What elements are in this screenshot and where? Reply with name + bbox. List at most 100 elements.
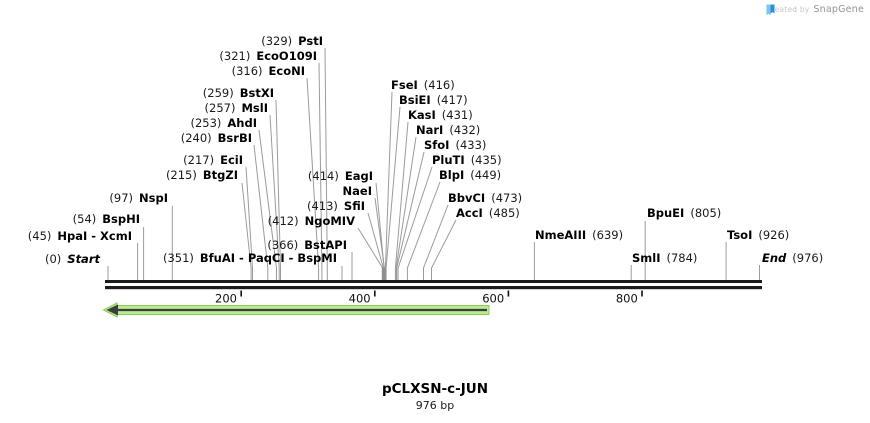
- site-label-pstI: (329) PstI: [261, 35, 323, 48]
- ruler-tick-label: 600: [482, 292, 504, 306]
- site-position: (45): [27, 229, 52, 243]
- site-label-bpuEI: BpuEI (805): [647, 207, 721, 220]
- site-position: (784): [666, 251, 698, 265]
- ruler: 200 400 600 800: [215, 290, 643, 306]
- site-label-mslI: (257) MslI: [205, 102, 268, 115]
- site-name: NaeI: [342, 184, 372, 198]
- ruler-tick-label: 200: [215, 292, 237, 306]
- site-label-bstXI: (259) BstXI: [203, 87, 274, 100]
- site-name: BtgZI: [202, 168, 238, 182]
- site-name: SfiI: [343, 199, 365, 213]
- site-label-fseI: FseI (416): [391, 79, 455, 92]
- ruler-tick: [374, 290, 376, 297]
- site-label-ngoMIV: (412) NgoMIV: [268, 215, 355, 228]
- site-name: BpuEI: [647, 206, 685, 220]
- site-label-narI: NarI (432): [416, 124, 480, 137]
- created-by-text: Created by: [766, 5, 810, 14]
- site-name: BbvCI: [448, 191, 486, 205]
- site-name: EcoNI: [268, 64, 305, 78]
- site-position: (257): [204, 101, 236, 115]
- plasmid-length: 976 bp: [415, 399, 455, 412]
- site-position: (329): [261, 34, 293, 48]
- site-position: (435): [470, 153, 502, 167]
- site-name: BsiEI: [399, 93, 431, 107]
- site-name: BstAPI: [304, 238, 347, 252]
- site-name: BfuAI - PaqCI - BspMI: [199, 251, 337, 265]
- ruler-tick-label: 400: [349, 292, 371, 306]
- site-position: (366): [267, 238, 299, 252]
- site-position: (416): [423, 78, 455, 92]
- site-position: (805): [690, 206, 722, 220]
- site-position: (431): [441, 108, 473, 122]
- site-name: PluTI: [432, 153, 465, 167]
- site-name: End: [762, 251, 787, 265]
- snapgene-watermark: Created by SnapGene: [766, 4, 864, 16]
- site-position: (217): [183, 153, 215, 167]
- site-name: BstXI: [239, 86, 274, 100]
- site-label-bspHI: (54) BspHI: [73, 213, 140, 226]
- site-name: Start: [67, 252, 100, 266]
- site-label-btgZI: (215) BtgZI: [166, 169, 238, 182]
- site-position: (639): [592, 228, 624, 242]
- site-position: (413): [306, 199, 338, 213]
- site-name: EcoO109I: [256, 49, 317, 63]
- snapgene-logo-icon: [766, 4, 775, 16]
- site-label-accI: AccI (485): [456, 207, 520, 220]
- site-position: (54): [72, 212, 97, 226]
- site-label-smlI: SmlI (784): [632, 252, 697, 265]
- ruler-tick: [240, 290, 242, 297]
- site-position: (240): [180, 131, 212, 145]
- site-name: NmeAIII: [535, 228, 587, 242]
- site-name: AhdI: [227, 116, 257, 130]
- site-position: (259): [202, 86, 234, 100]
- site-name: KasI: [408, 108, 436, 122]
- site-label-bfuAI-paqCI-bspMI: (351) BfuAI - PaqCI - BspMI: [163, 252, 337, 265]
- site-position: (0): [44, 252, 62, 266]
- site-label-kasI: KasI (431): [408, 109, 473, 122]
- site-name: NgoMIV: [304, 214, 355, 228]
- feature-arrow: [102, 302, 490, 318]
- site-name: NspI: [139, 191, 168, 205]
- site-label-eciI: (217) EciI: [183, 154, 243, 167]
- site-position: (449): [470, 168, 502, 182]
- site-name: HpaI - XcmI: [57, 229, 132, 243]
- site-label-bsiEI: BsiEI (417): [399, 94, 468, 107]
- site-position: (432): [449, 123, 481, 137]
- site-name: SfoI: [424, 138, 450, 152]
- site-position: (473): [491, 191, 523, 205]
- ruler-tick: [507, 290, 510, 297]
- site-label-ahdI: (253) AhdI: [190, 117, 257, 130]
- site-name: EagI: [344, 169, 373, 183]
- site-position: (351): [162, 251, 194, 265]
- title-block: pCLXSN-c-JUN 976 bp: [0, 381, 870, 412]
- ruler-tick: [641, 290, 643, 297]
- site-name: BspHI: [102, 212, 140, 226]
- site-position: (412): [267, 214, 299, 228]
- site-position: (433): [455, 138, 487, 152]
- site-position: (253): [190, 116, 222, 130]
- site-label-nspI: (97) NspI: [109, 192, 168, 205]
- site-name: AccI: [456, 206, 483, 220]
- leader-line-cluster-stub: [381, 267, 386, 281]
- site-label-bbvCI: BbvCI (473): [448, 192, 522, 205]
- site-label-bsrBI: (240) BsrBI: [181, 132, 252, 145]
- site-label-sfoI: SfoI (433): [424, 139, 486, 152]
- site-label-start: (0) Start: [45, 253, 100, 266]
- site-label-tsoI: TsoI (926): [727, 229, 789, 242]
- snapgene-brand-text: SnapGene: [813, 4, 864, 15]
- site-position: (926): [758, 228, 790, 242]
- site-label-nmeAIII: NmeAIII (639): [535, 229, 623, 242]
- sequence-bar: [105, 280, 762, 290]
- site-label-eagI: (414) EagI: [308, 170, 373, 183]
- site-label-ecoO109I: (321) EcoO109I: [219, 50, 317, 63]
- site-position: (417): [436, 93, 468, 107]
- site-label-end: End (976): [762, 252, 823, 265]
- site-label-hpaI-xcmI: (45) HpaI - XcmI: [28, 230, 132, 243]
- site-name: EciI: [220, 153, 243, 167]
- site-label-naeI: NaeI: [343, 185, 372, 198]
- site-position: (97): [109, 191, 134, 205]
- site-name: BlpI: [439, 168, 465, 182]
- site-name: SmlI: [632, 251, 661, 265]
